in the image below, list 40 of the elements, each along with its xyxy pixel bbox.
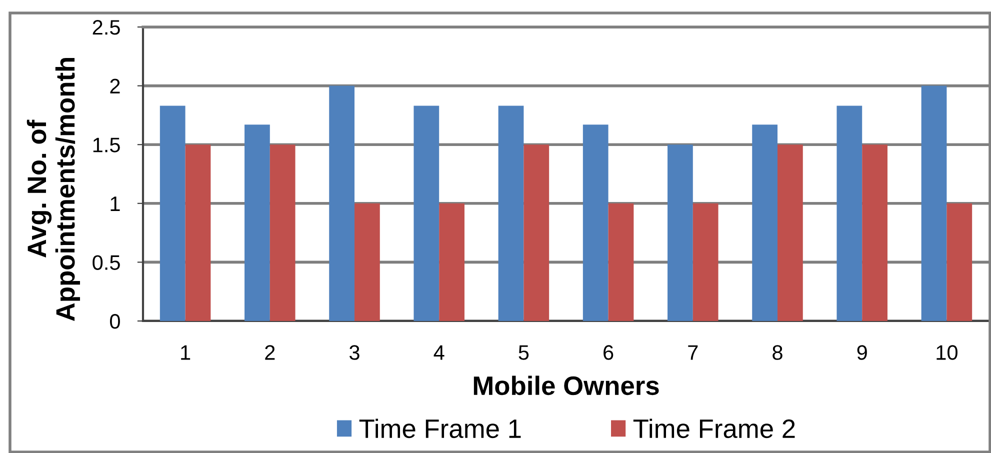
bar — [439, 203, 464, 321]
bar — [921, 86, 947, 321]
bar — [524, 144, 550, 321]
bar — [946, 203, 972, 321]
y-tick-label: 2 — [110, 78, 120, 94]
y-tick-label: 1.5 — [93, 138, 120, 152]
x-tick-label: 1 — [181, 345, 190, 360]
bar — [414, 106, 440, 321]
bar — [244, 124, 270, 321]
bar — [668, 144, 693, 321]
legend-label: Time Frame 2 — [633, 418, 795, 438]
bar — [185, 144, 211, 321]
x-tick-label: 3 — [350, 345, 360, 360]
x-tick-label: 4 — [434, 345, 444, 360]
bar — [498, 106, 524, 321]
y-tick-label: 2.5 — [92, 20, 120, 35]
y-tick-label: 0.5 — [92, 255, 120, 270]
bar — [270, 144, 296, 321]
x-axis-title: Mobile Owners — [474, 376, 659, 396]
y-tick-label: 0 — [110, 314, 120, 329]
bar — [836, 106, 862, 321]
x-tick-label: 8 — [772, 345, 782, 360]
bar — [582, 124, 608, 321]
x-tick-label: 5 — [518, 345, 529, 360]
x-tick-label: 10 — [936, 345, 958, 360]
bar — [329, 86, 354, 321]
legend-label: Time Frame 1 — [359, 418, 521, 438]
bar — [752, 124, 778, 321]
bar — [160, 106, 186, 321]
x-tick-label: 9 — [857, 345, 867, 360]
bar — [862, 144, 888, 321]
bar — [692, 203, 718, 321]
y-tick-label: 1 — [110, 196, 120, 211]
x-tick-label: 7 — [688, 345, 698, 360]
bar — [608, 203, 634, 321]
y-axis-title: Avg. No. of Appointments/month — [26, 58, 80, 321]
bar — [778, 144, 803, 321]
bar — [354, 203, 380, 321]
x-tick-label: 2 — [265, 345, 275, 360]
x-tick-label: 6 — [604, 345, 614, 360]
